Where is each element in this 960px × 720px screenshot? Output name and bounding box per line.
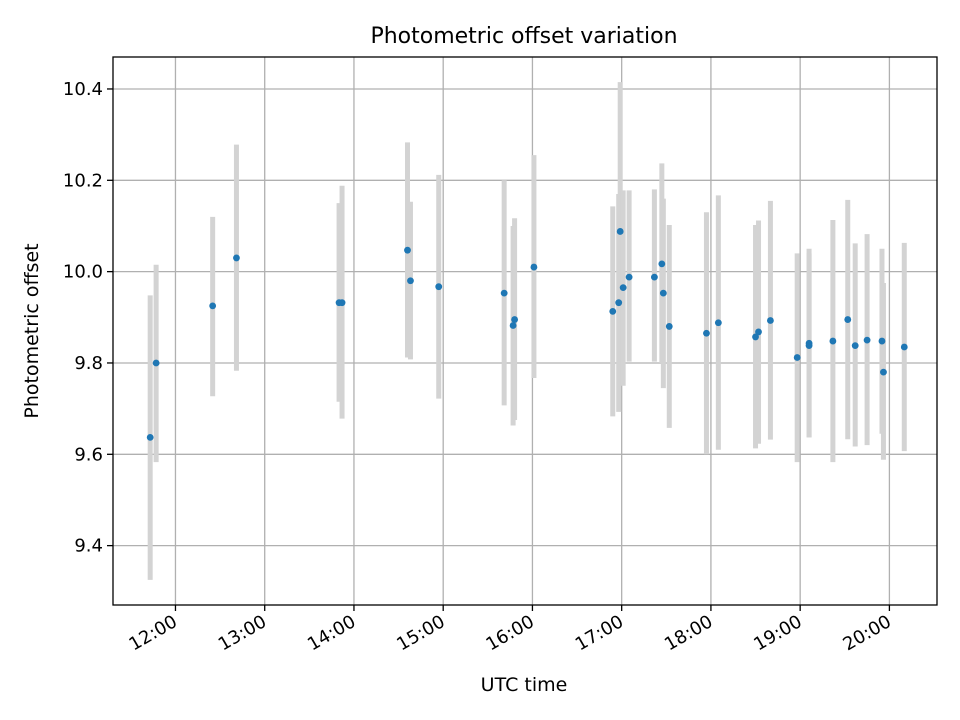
data-point xyxy=(435,283,443,291)
data-point xyxy=(619,284,627,292)
data-point xyxy=(878,337,886,345)
y-tick-label: 10.2 xyxy=(63,170,103,191)
y-tick-label: 9.6 xyxy=(74,444,103,465)
data-point xyxy=(851,342,859,350)
y-axis-label: Photometric offset xyxy=(21,243,43,418)
data-point xyxy=(146,434,154,441)
data-point xyxy=(152,359,160,367)
data-point xyxy=(752,333,759,341)
data-point xyxy=(844,316,852,323)
data-point xyxy=(793,354,801,361)
y-tick-label: 10.0 xyxy=(63,262,103,283)
data-point xyxy=(500,289,508,297)
data-point xyxy=(658,260,666,268)
data-point xyxy=(509,322,517,329)
data-point xyxy=(900,343,908,351)
data-point xyxy=(233,254,240,262)
y-tick-label: 10.4 xyxy=(63,79,103,100)
data-point xyxy=(609,307,617,315)
data-point xyxy=(651,273,658,281)
y-tick-label: 9.4 xyxy=(74,536,103,557)
data-point xyxy=(407,277,414,285)
data-point xyxy=(829,337,837,345)
data-point xyxy=(703,329,710,337)
data-point xyxy=(880,368,887,376)
data-point xyxy=(511,316,518,323)
data-point xyxy=(530,263,538,271)
data-point xyxy=(615,299,623,307)
y-tick-label: 9.8 xyxy=(74,353,103,374)
data-point xyxy=(209,302,217,310)
data-point xyxy=(714,319,722,327)
data-point xyxy=(659,289,667,297)
data-point xyxy=(404,246,411,254)
data-point xyxy=(755,328,762,336)
data-point xyxy=(625,273,633,281)
data-point xyxy=(338,299,346,307)
data-point xyxy=(616,228,624,235)
data-point xyxy=(805,342,813,350)
data-point xyxy=(767,317,774,324)
chart-title: Photometric offset variation xyxy=(370,24,677,49)
plot-frame xyxy=(112,56,938,606)
data-point xyxy=(863,336,871,344)
x-axis-label: UTC time xyxy=(481,674,568,696)
data-point xyxy=(665,323,673,330)
point-layer xyxy=(146,228,908,441)
